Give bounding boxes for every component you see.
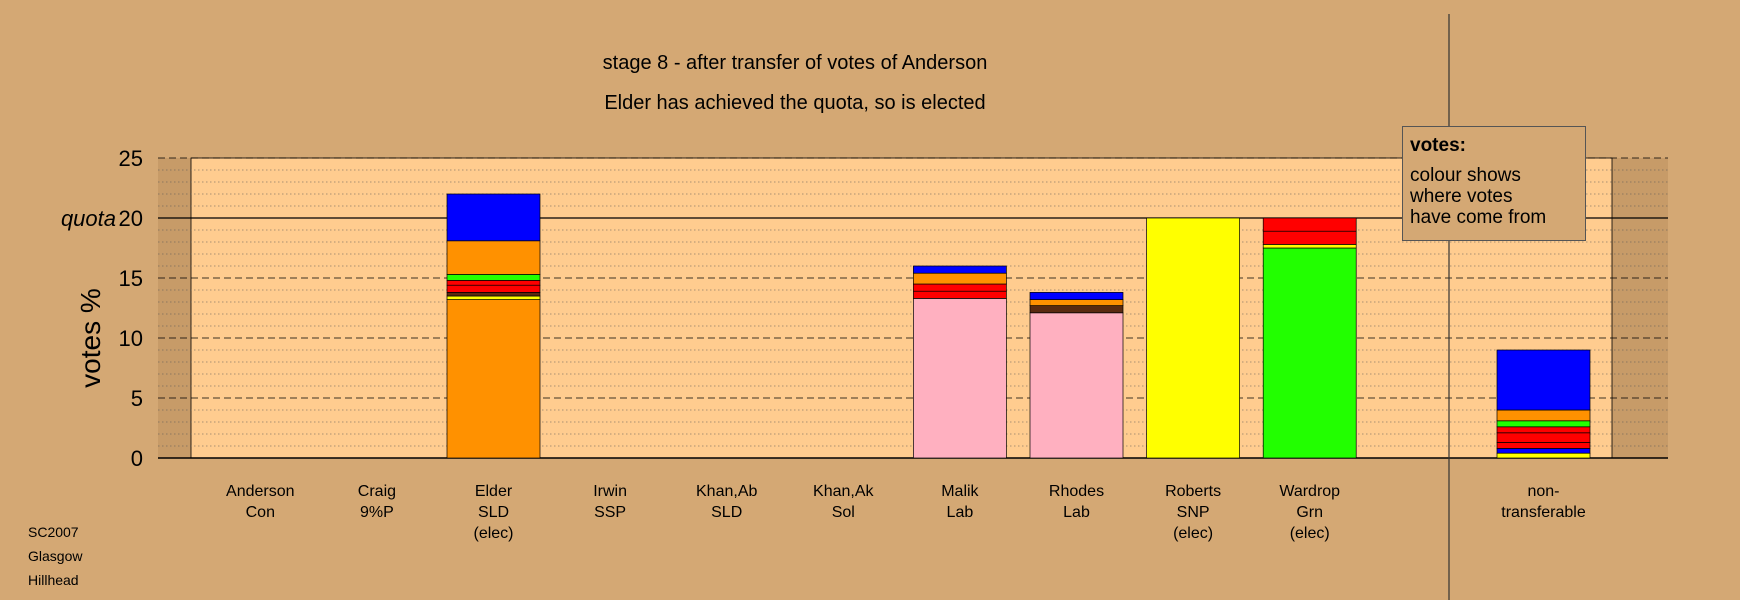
plot-area: [190, 157, 1613, 459]
x-label-non-transferable: non-: [1527, 483, 1559, 500]
footer: SC2007 Glasgow Hillhead: [28, 520, 82, 592]
bar-rhodes-segment: [1029, 312, 1124, 459]
x-label-malik: Malik: [941, 483, 979, 500]
x-label-irwin: Irwin: [593, 483, 627, 500]
bar-wardrop-segment: [1262, 247, 1357, 459]
x-label-craig: 9%P: [360, 504, 394, 521]
bar-non-transferable-segment: [1496, 442, 1591, 449]
bar-rhodes-segment: [1029, 292, 1124, 300]
bar-elder-segment: [446, 280, 541, 286]
bar-rhodes-segment: [1029, 305, 1124, 314]
legend-title: votes:: [1410, 135, 1466, 156]
bar-rhodes-segment: [1029, 299, 1124, 306]
x-label-roberts: (elec): [1173, 525, 1213, 542]
x-label-anderson: Anderson: [226, 483, 295, 500]
quota-label: quota: [61, 206, 116, 231]
bar-non-transferable-segment: [1496, 420, 1591, 428]
bar-elder-segment: [446, 274, 541, 281]
bar-non-transferable-segment: [1496, 452, 1591, 459]
y-tick-label: 25: [119, 146, 143, 171]
bar-wardrop-segment: [1262, 217, 1357, 232]
bar-malik-segment: [913, 298, 1007, 459]
legend-box: votes: colour shows where votes have com…: [1402, 126, 1586, 241]
x-label-rhodes: Lab: [1063, 504, 1090, 521]
x-label-malik: Lab: [947, 504, 974, 521]
footer-line-ward: Hillhead: [28, 572, 79, 588]
bar-non-transferable-segment: [1496, 432, 1591, 443]
x-label-khan-ak: Sol: [832, 504, 855, 521]
y-axis-label: votes %: [75, 288, 106, 388]
bar-elder-segment: [446, 193, 541, 242]
x-label-wardrop: Grn: [1296, 504, 1323, 521]
bar-malik-segment: [913, 283, 1007, 292]
footer-line-election: SC2007: [28, 524, 79, 540]
x-label-khan-ab: SLD: [711, 504, 742, 521]
x-label-elder: Elder: [475, 483, 513, 500]
bar-elder-segment: [446, 240, 541, 275]
bar-non-transferable-segment: [1496, 409, 1591, 422]
bar-malik-segment: [913, 272, 1007, 285]
bar-elder-segment: [446, 292, 541, 297]
x-label-craig: Craig: [358, 483, 396, 500]
chart-subtitle: Elder has achieved the quota, so is elec…: [604, 92, 986, 114]
y-tick-label: 5: [131, 386, 143, 411]
x-label-khan-ak: Khan,Ak: [813, 483, 874, 500]
bar-elder-segment: [446, 284, 541, 293]
x-label-roberts: Roberts: [1165, 483, 1221, 500]
bar-non-transferable-segment: [1496, 448, 1591, 454]
x-label-anderson: Con: [246, 504, 275, 521]
y-tick-label: 10: [119, 326, 143, 351]
x-label-roberts: SNP: [1177, 504, 1210, 521]
x-label-khan-ab: Khan,Ab: [696, 483, 757, 500]
x-label-elder: (elec): [473, 525, 513, 542]
bar-elder-segment: [446, 299, 541, 459]
bar-malik-segment: [913, 290, 1007, 299]
bar-non-transferable-segment: [1496, 349, 1591, 411]
bar-roberts-segment: [1146, 217, 1240, 459]
legend-text: colour shows where votes have come from: [1410, 165, 1547, 228]
bar-non-transferable-segment: [1496, 426, 1591, 434]
chart-title: stage 8 - after transfer of votes of And…: [602, 52, 988, 74]
footer-line-city: Glasgow: [28, 548, 83, 564]
y-tick-label: 20: [119, 206, 143, 231]
x-label-wardrop: Wardrop: [1279, 483, 1340, 500]
x-label-irwin: SSP: [594, 504, 626, 521]
bar-malik-segment: [913, 265, 1007, 274]
bar-elder-segment: [446, 295, 541, 300]
x-label-elder: SLD: [478, 504, 509, 521]
bar-wardrop-segment: [1262, 244, 1357, 249]
y-tick-label: 15: [119, 266, 143, 291]
x-label-non-transferable: transferable: [1501, 504, 1586, 521]
bar-wardrop-segment: [1262, 230, 1357, 245]
x-label-wardrop: (elec): [1290, 525, 1330, 542]
y-tick-label: 0: [131, 446, 143, 471]
x-label-rhodes: Rhodes: [1049, 483, 1104, 500]
